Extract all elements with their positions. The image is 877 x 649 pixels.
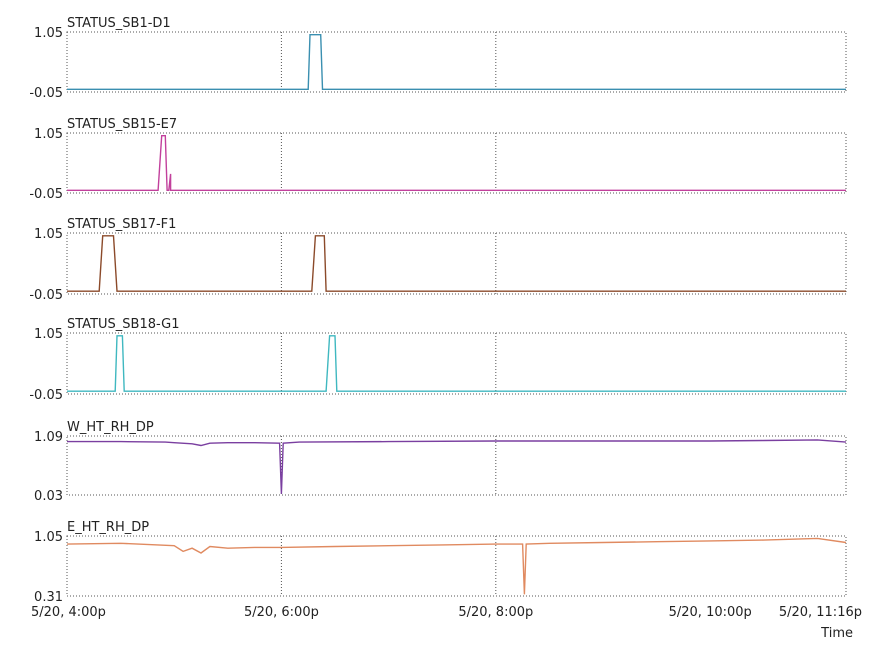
x-tick-0: 5/20, 4:00p — [31, 605, 106, 620]
x-tick-1: 5/20, 6:00p — [244, 605, 319, 620]
panel-title-status-sb17-f1: STATUS_SB17-F1 — [67, 217, 176, 232]
panel-frame-e-ht-rh-dp — [66, 535, 847, 597]
panel-frame-status-sb1-d1 — [66, 31, 847, 93]
y-tick-top-status-sb1-d1: 1.05 — [34, 26, 63, 41]
y-tick-top-status-sb17-f1: 1.05 — [34, 227, 63, 242]
series-line-status-sb1-d1 — [67, 34, 846, 91]
y-tick-top-w-ht-rh-dp: 1.09 — [34, 430, 63, 445]
panel-title-w-ht-rh-dp: W_HT_RH_DP — [67, 420, 154, 435]
y-tick-bottom-status-sb15-e7: -0.05 — [29, 187, 63, 202]
y-tick-bottom-w-ht-rh-dp: 0.03 — [34, 489, 63, 504]
series-line-w-ht-rh-dp — [67, 439, 847, 494]
x-axis-label: Time — [820, 626, 853, 641]
y-tick-bottom-e-ht-rh-dp: 0.31 — [34, 590, 63, 605]
panel-title-status-sb1-d1: STATUS_SB1-D1 — [67, 16, 171, 31]
series-line-e-ht-rh-dp — [66, 537, 847, 595]
x-tick-3: 5/20, 10:00p — [669, 605, 752, 620]
y-tick-top-e-ht-rh-dp: 1.05 — [34, 530, 63, 545]
y-tick-bottom-status-sb1-d1: -0.05 — [29, 86, 63, 101]
series-line-status-sb17-f1 — [67, 235, 846, 292]
panel-title-status-sb18-g1: STATUS_SB18-G1 — [67, 317, 180, 332]
panel-frame-w-ht-rh-dp — [66, 435, 847, 496]
x-tick-2: 5/20, 8:00p — [458, 605, 533, 620]
y-tick-top-status-sb18-g1: 1.05 — [34, 327, 63, 342]
y-tick-top-status-sb15-e7: 1.05 — [34, 127, 63, 142]
panel-title-status-sb15-e7: STATUS_SB15-E7 — [67, 117, 177, 132]
series-line-status-sb18-g1 — [67, 335, 846, 392]
panel-title-e-ht-rh-dp: E_HT_RH_DP — [67, 520, 149, 535]
y-tick-bottom-status-sb17-f1: -0.05 — [29, 288, 63, 303]
x-tick-4: 5/20, 11:16p — [779, 605, 862, 620]
panel-frame-status-sb17-f1 — [66, 232, 847, 295]
panel-frame-status-sb18-g1 — [66, 332, 847, 395]
y-tick-bottom-status-sb18-g1: -0.05 — [29, 388, 63, 403]
series-line-status-sb15-e7 — [67, 134, 846, 192]
panel-frame-status-sb15-e7 — [66, 132, 847, 194]
